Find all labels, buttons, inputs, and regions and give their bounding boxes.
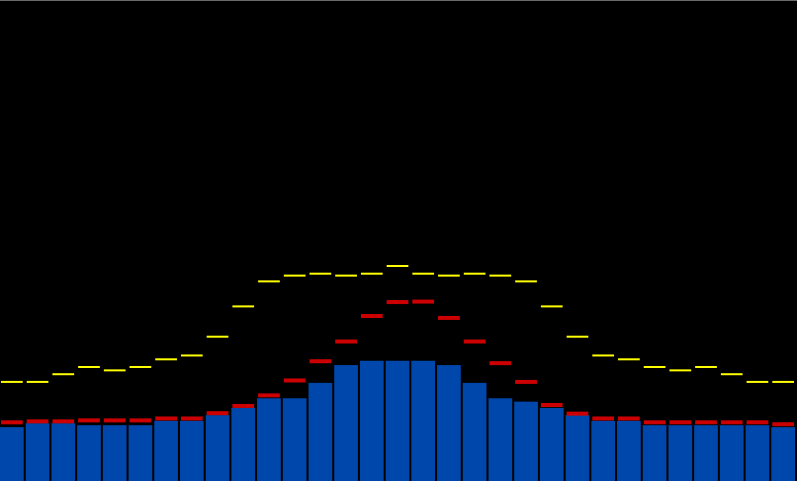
max-hold-marker [335,274,357,277]
peak-marker [1,420,23,425]
peak-marker [360,314,383,319]
max-hold-marker [258,280,280,283]
peak-markers [1,299,794,427]
level-bar [51,423,76,481]
max-hold-marker [540,305,563,308]
level-bar [719,425,744,481]
peak-marker [618,416,640,421]
peak-marker [155,416,177,421]
peak-marker [540,403,563,407]
peak-marker [180,416,203,421]
peak-marker [489,361,512,366]
peak-marker [103,418,126,423]
level-bar [282,398,307,481]
max-hold-marker [489,274,512,277]
level-bar [128,425,153,481]
peak-marker [412,299,435,304]
max-hold-marker [129,366,152,368]
level-bar [694,425,718,481]
peak-marker [283,378,306,383]
max-hold-marker [283,274,306,277]
level-bar [771,427,795,481]
level-bar [231,407,256,481]
level-bar [514,401,538,481]
max-hold-marker [309,272,332,275]
max-hold-marker [746,380,769,383]
max-hold-marker [643,366,666,368]
level-bar [488,398,513,481]
peak-marker [206,411,229,416]
level-bar [411,360,436,481]
level-bars [0,360,795,481]
top-border [0,0,797,1]
max-hold-marker [52,373,75,376]
level-bar [25,423,50,481]
peak-marker [515,379,537,384]
peak-marker [78,418,100,423]
level-bar [77,425,101,481]
max-hold-marker [360,272,383,275]
level-bar [334,365,358,481]
peak-marker [463,339,486,344]
max-hold-marker [155,358,177,361]
max-hold-marker [592,354,615,357]
level-bar [385,360,410,481]
level-bar [745,425,770,481]
peak-marker [52,419,75,424]
level-bar [179,420,204,481]
max-hold-marker [669,369,692,372]
max-hold-marker [180,354,203,357]
peak-marker [643,420,666,425]
max-hold-marker [206,335,229,338]
max-hold-marker [566,335,589,338]
peak-marker [592,416,615,421]
level-bar [539,407,564,481]
peak-marker [772,422,794,427]
level-bar [154,420,178,481]
peak-marker [720,420,743,425]
peak-marker [258,393,280,398]
level-bar [257,398,281,481]
max-hold-marker [720,373,743,376]
level-bar [591,420,616,481]
max-hold-marker [772,380,794,383]
peak-marker [695,420,717,425]
level-bar [359,360,384,481]
peak-marker [438,315,460,320]
max-hold-marker [463,272,486,275]
peak-marker [335,339,357,344]
level-bar [205,415,230,481]
max-hold-marker [412,272,435,275]
max-hold-marker [26,380,49,383]
level-bar [437,365,461,481]
level-bar [617,420,641,481]
max-hold-marker [232,305,255,308]
peak-marker [566,411,589,416]
max-hold-marker [1,380,23,383]
level-bar [0,427,24,481]
level-bar [642,425,667,481]
max-hold-marker [618,358,640,361]
max-hold-markers [1,264,794,383]
level-bar [308,382,333,481]
max-hold-marker [78,366,100,368]
peak-marker [129,418,152,423]
peak-marker [232,403,255,408]
max-hold-marker [515,280,537,283]
peak-marker [26,419,49,424]
level-bar [462,382,487,481]
max-hold-marker [695,366,717,368]
max-hold-marker [103,369,126,372]
peak-marker [669,420,692,425]
level-bar [668,425,693,481]
max-hold-marker [386,264,409,267]
peak-marker [309,359,332,364]
level-bar [102,425,127,481]
max-hold-marker [438,274,460,277]
peak-marker [746,420,769,425]
level-bar [565,415,590,481]
peak-marker [386,300,409,305]
